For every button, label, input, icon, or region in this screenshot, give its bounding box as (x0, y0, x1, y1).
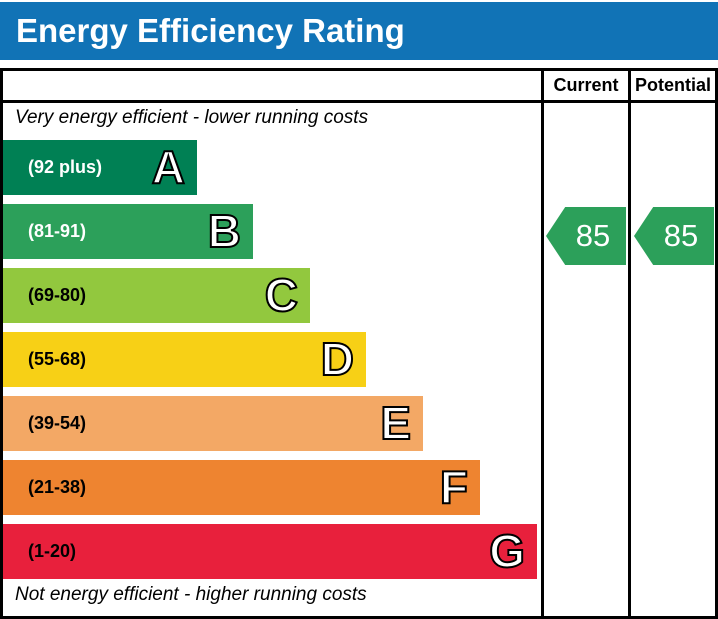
column-header-potential: Potential (634, 75, 711, 95)
band-letter: A (151, 140, 186, 194)
band-letter: F (439, 460, 469, 514)
column-divider-potential (628, 68, 631, 619)
note-not-efficient: Not energy efficient - higher running co… (15, 584, 367, 605)
band-range-label: (1-20) (28, 541, 77, 561)
column-divider-current (541, 68, 544, 619)
band-range-label: (55-68) (28, 349, 87, 369)
band-range-label: (39-54) (28, 413, 87, 433)
band-letter: B (207, 204, 242, 258)
potential-rating-value: 85 (663, 218, 699, 253)
band-letter: E (379, 396, 412, 450)
band-letter: C (264, 268, 299, 322)
band-row-d: (55-68) D (3, 332, 366, 387)
band-row-c: (69-80) C (3, 268, 310, 323)
band-letter: D (320, 332, 355, 386)
band-letter: G (488, 524, 526, 578)
note-very-efficient: Very energy efficient - lower running co… (15, 107, 369, 128)
band-row-e: (39-54) E (3, 396, 423, 451)
column-header-current: Current (553, 75, 619, 95)
band-range-label: (92 plus) (28, 157, 103, 177)
header-row-divider (0, 100, 718, 103)
band-range-label: (81-91) (28, 221, 87, 241)
band-range-label: (69-80) (28, 285, 87, 305)
current-rating-value: 85 (575, 218, 611, 253)
title-bar: Energy Efficiency Rating (0, 2, 718, 60)
band-row-f: (21-38) F (3, 460, 480, 515)
band-row-b: (81-91) B (3, 204, 253, 259)
band-range-label: (21-38) (28, 477, 87, 497)
current-rating-arrow: 85 (546, 207, 626, 265)
page-title: Energy Efficiency Rating (16, 12, 405, 49)
band-row-g: (1-20) G (3, 524, 537, 579)
band-row-a: (92 plus) A (3, 140, 197, 195)
potential-rating-arrow: 85 (634, 207, 714, 265)
table-frame (0, 68, 718, 619)
